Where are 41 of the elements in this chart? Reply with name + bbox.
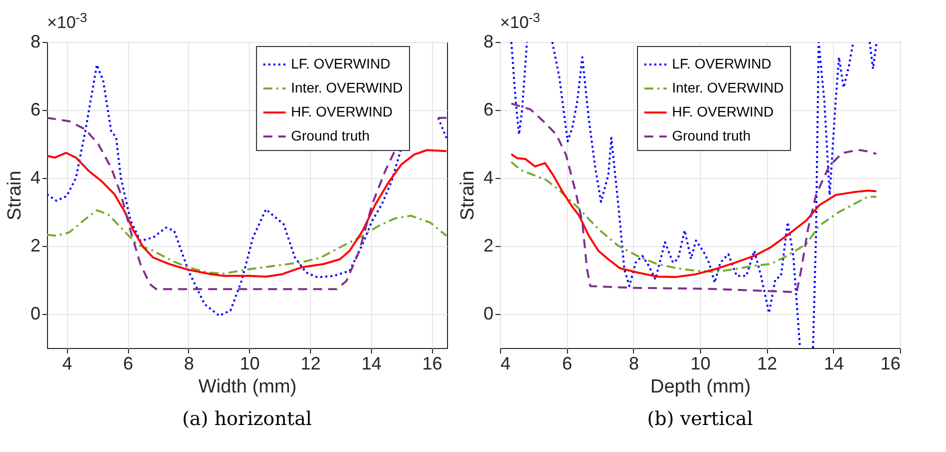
- legend-label: LF. OVERWIND: [291, 56, 390, 72]
- legend-label: HF. OVERWIND: [291, 104, 393, 120]
- x-tick-label: 14: [361, 354, 382, 374]
- legend-label: Inter. OVERWIND: [672, 80, 784, 96]
- x-tick-label: 4: [500, 354, 511, 374]
- text: (b) vertical: [647, 408, 753, 430]
- legend-label: HF. OVERWIND: [672, 104, 774, 120]
- x-tick-label: 10: [690, 354, 711, 374]
- y-tick-label: 8: [483, 32, 494, 52]
- x-axis-title: Width (mm): [198, 376, 297, 398]
- x-tick-label: 6: [123, 354, 134, 374]
- y-tick-label: 6: [483, 100, 494, 120]
- y-axis-title: Strain: [4, 170, 26, 220]
- y-tick-label: 0: [30, 304, 40, 324]
- x-axis-title: Depth (mm): [650, 376, 751, 398]
- x-tick-label: 12: [300, 354, 321, 374]
- line-series: [47, 149, 447, 278]
- x-tick-label: 4: [62, 354, 72, 374]
- y-tick-label: 2: [30, 236, 40, 256]
- x-tick-label: 16: [880, 354, 900, 374]
- legend-label: Ground truth: [291, 128, 370, 144]
- line-series: [510, 102, 878, 294]
- y-tick-label: 2: [483, 236, 494, 256]
- line-series: [47, 209, 447, 275]
- x-tick-label: 6: [562, 354, 572, 374]
- y-tick-label: 0: [483, 304, 494, 324]
- x-tick-label: 16: [422, 354, 442, 374]
- x-tick-label: 10: [240, 354, 260, 374]
- text: (a) horizontal: [182, 408, 312, 430]
- x-tick-label: 14: [824, 354, 844, 374]
- legend-label: LF. OVERWIND: [672, 56, 772, 72]
- x-tick-label: 12: [757, 354, 778, 374]
- x-tick-label: 8: [184, 354, 194, 374]
- y-tick-label: 6: [30, 100, 40, 120]
- y-tick-label: 4: [483, 168, 494, 188]
- y-tick-label: 8: [30, 32, 40, 52]
- y-axis-title: Strain: [457, 170, 478, 220]
- y-tick-label: 4: [30, 168, 40, 188]
- legend-label: Inter. OVERWIND: [291, 80, 403, 96]
- x-tick-label: 8: [628, 354, 639, 374]
- legend-label: Ground truth: [672, 128, 751, 144]
